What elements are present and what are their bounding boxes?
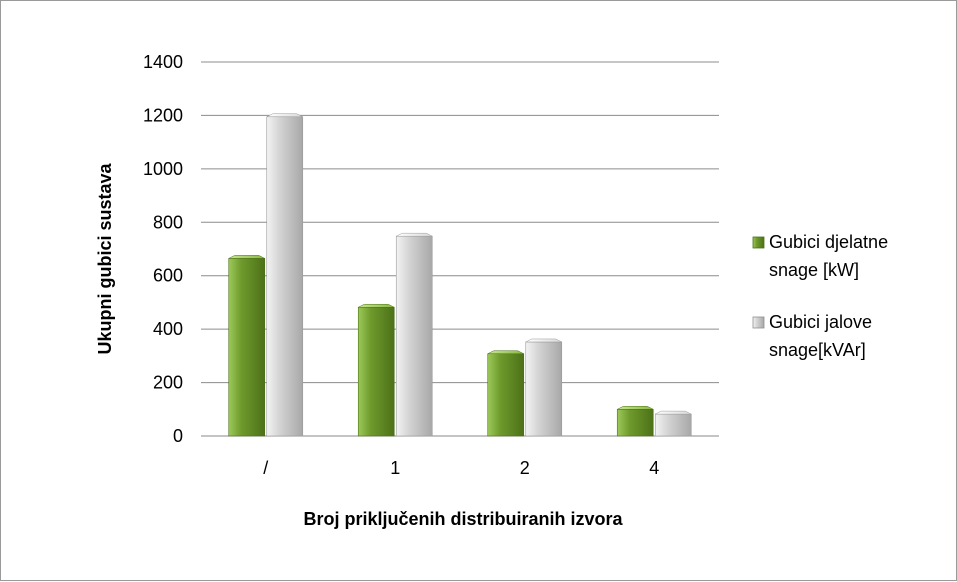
x-tick-label: 4	[649, 458, 659, 478]
bar-active-power-3	[616, 406, 654, 437]
y-tick-label: 0	[173, 426, 183, 446]
x-tick-label: /	[263, 458, 268, 478]
legend-label: snage[kVAr]	[769, 340, 866, 360]
legend-label: snage [kW]	[769, 260, 859, 280]
y-tick-label: 400	[153, 319, 183, 339]
bar-reactive-power-2	[525, 338, 563, 437]
y-tick-label: 1200	[143, 105, 183, 125]
y-tick-labels: 0 200 400 600 800 1000 1200 1400	[143, 52, 183, 446]
legend-label: Gubici djelatne	[769, 232, 888, 252]
y-tick-label: 1000	[143, 159, 183, 179]
legend-label: Gubici jalove	[769, 312, 872, 332]
y-tick-label: 600	[153, 266, 183, 286]
legend-item-1: Gubici jalove snage[kVAr]	[752, 312, 872, 360]
x-tick-label: 1	[390, 458, 400, 478]
bar-active-power-1	[357, 303, 395, 437]
legend: Gubici djelatne snage [kW] Gubici jalove sn…	[752, 232, 888, 360]
bar-active-power-2	[487, 350, 525, 437]
legend-swatch	[752, 316, 765, 329]
bars	[228, 113, 692, 437]
legend-item-0: Gubici djelatne snage [kW]	[752, 232, 888, 280]
bar-active-power-0	[228, 255, 266, 437]
legend-swatch	[752, 236, 765, 249]
bar-reactive-power-0	[266, 113, 304, 437]
y-tick-label: 800	[153, 212, 183, 232]
x-tick-label: 2	[520, 458, 530, 478]
bar-reactive-power-1	[395, 232, 433, 437]
y-axis-title: Ukupni gubici sustava	[95, 162, 115, 354]
x-tick-labels: / 1 2 4	[263, 458, 659, 478]
y-tick-label: 1400	[143, 52, 183, 72]
bar-reactive-power-3	[654, 410, 692, 437]
y-tick-label: 200	[153, 373, 183, 393]
x-axis-title: Broj priključenih distribuiranih izvora	[303, 509, 623, 529]
